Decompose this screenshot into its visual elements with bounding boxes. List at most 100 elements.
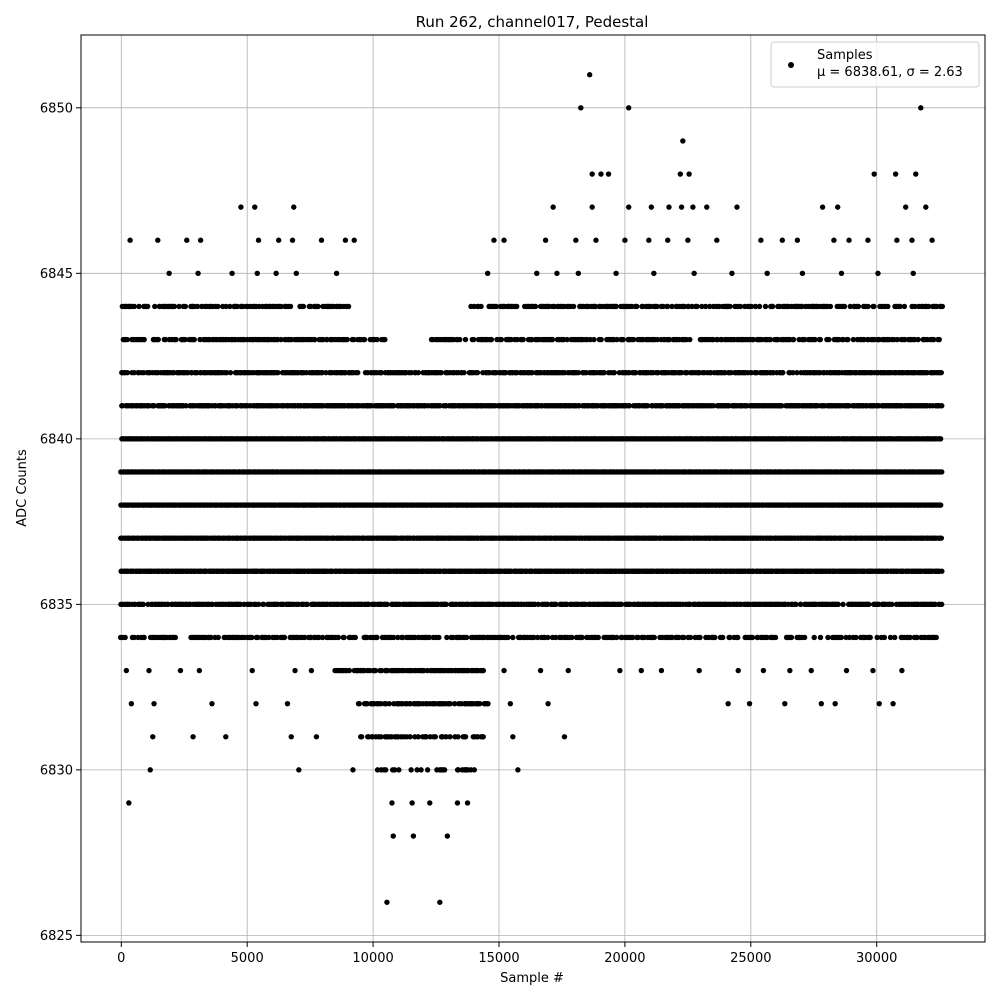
data-point [549,336,556,343]
data-point [335,634,341,641]
data-point [544,601,551,608]
data-point [687,634,694,641]
data-point [208,634,214,641]
data-point [552,634,559,641]
data-point [874,634,880,641]
data-point [626,403,633,409]
data-point [811,634,817,641]
data-point [938,502,944,508]
data-point [351,336,357,343]
data-point [155,336,161,343]
data-point [780,369,786,376]
data-point [355,369,361,376]
data-point [611,369,618,376]
data-point [183,403,189,409]
data-point [601,369,607,376]
data-point [361,336,368,343]
data-point [173,336,179,343]
data-point [457,336,463,343]
data-point [938,535,945,541]
data-point [598,336,604,343]
data-point [712,634,718,641]
data-point [939,568,945,574]
data-point [151,403,157,409]
data-point [498,336,505,343]
data-point [629,634,636,641]
data-point [579,634,585,641]
data-point [352,634,358,641]
data-point [867,634,873,641]
data-point [749,634,756,641]
data-point [488,336,495,343]
data-point [939,403,945,409]
data-point [162,336,169,343]
data-point [312,336,318,343]
data-point [224,369,230,376]
data-point [162,403,168,409]
data-point [591,336,597,343]
data-point [505,634,511,641]
data-point [520,336,526,343]
data-point [727,634,733,641]
data-point [710,403,717,409]
data-point [461,369,467,376]
data-point [415,369,422,376]
data-point [301,634,308,641]
data-point [853,634,859,641]
data-point [436,634,442,641]
data-point [595,634,601,641]
data-point [438,369,444,376]
data-point [939,469,945,475]
data-point [793,601,799,608]
data-point [938,369,944,376]
data-point [575,369,582,376]
data-point [840,601,846,608]
data-point [801,634,808,641]
data-point [790,369,796,376]
data-point [384,601,390,608]
data-point [529,369,535,376]
data-point [835,601,841,608]
data-point [866,601,872,608]
data-point [140,601,146,608]
data-point [719,634,726,641]
data-point [319,634,326,641]
data-point [390,403,397,409]
grid [81,35,985,942]
data-point [474,369,481,376]
data-point [395,634,401,641]
data-point [669,634,675,641]
data-point [281,634,288,641]
data-point [614,634,620,641]
data-point [191,336,197,343]
data-point [887,634,894,641]
data-point [553,601,559,608]
data-point [426,634,432,641]
data-point [443,601,449,608]
data-point [463,634,470,641]
data-point [470,336,477,343]
data-point [341,634,347,641]
data-point [889,601,895,608]
data-point [635,634,641,641]
data-point [846,634,853,641]
data-point [510,634,516,641]
data-point [838,634,844,641]
data-point [535,601,542,608]
data-point [215,634,221,641]
data-points [117,72,946,905]
data-point [378,369,385,376]
data-point [645,403,651,409]
data-point [534,634,541,641]
data-point [697,634,703,641]
data-point [304,601,310,608]
data-point [914,634,920,641]
data-point [255,601,262,608]
data-point [462,336,469,343]
data-point [124,369,131,376]
data-point [172,634,179,641]
data-point [881,634,888,641]
data-point [344,336,350,343]
data-point [937,436,944,442]
